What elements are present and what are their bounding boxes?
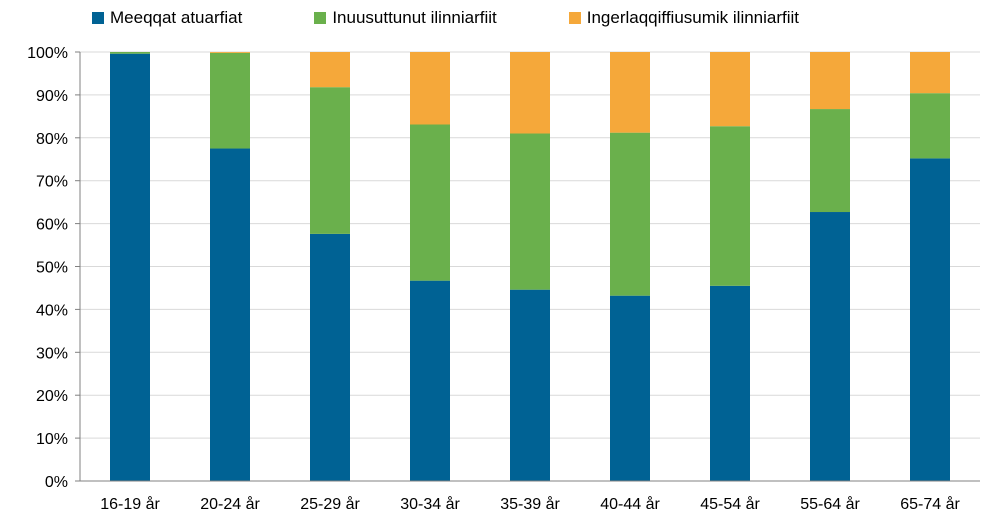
y-tick-label: 70% <box>36 174 68 191</box>
x-tick-label: 35-39 år <box>500 495 560 513</box>
bar-segment-3 <box>510 52 550 134</box>
bar-segment-2 <box>310 87 350 234</box>
bar-segment-1 <box>710 285 750 481</box>
bar-segment-1 <box>210 148 250 481</box>
bar-segment-2 <box>910 93 950 159</box>
x-tick-label: 55-64 år <box>800 495 860 513</box>
bar-segment-1 <box>610 295 650 481</box>
bar-segment-2 <box>510 133 550 290</box>
legend-label: Inuusuttunut ilinniarfiit <box>332 8 497 27</box>
legend-swatch <box>314 12 327 24</box>
bar-segment-2 <box>710 126 750 286</box>
legend-item: Meeqqat atuarfiat <box>92 8 242 28</box>
legend-swatch <box>568 12 581 24</box>
bar-segment-2 <box>210 52 250 149</box>
bar-segment-1 <box>410 280 450 481</box>
bar-segment-3 <box>810 52 850 110</box>
x-tick-label: 40-44 år <box>600 495 660 513</box>
bar-segment-2 <box>610 132 650 296</box>
bar-segment-1 <box>110 53 150 481</box>
bar-segment-2 <box>110 52 150 54</box>
y-tick-label: 60% <box>36 217 68 234</box>
y-tick-label: 40% <box>36 302 68 319</box>
legend-label: Ingerlaqqiffiusumik ilinniarfiit <box>586 8 800 27</box>
bar-segment-2 <box>410 124 450 281</box>
chart-legend: Meeqqat atuarfiat Inuusuttunut ilinniarfi… <box>92 6 799 30</box>
x-tick-label: 25-29 år <box>300 495 360 513</box>
y-tick-label: 90% <box>36 88 68 105</box>
x-tick-label: 20-24 år <box>200 495 260 513</box>
bar-segment-3 <box>710 52 750 127</box>
y-tick-label: 100% <box>27 45 68 62</box>
bar-segment-1 <box>810 212 850 481</box>
x-tick-label: 45-54 år <box>700 495 760 513</box>
y-tick-label: 30% <box>36 345 68 362</box>
bar-segment-3 <box>310 52 350 88</box>
y-tick-label: 0% <box>45 474 68 491</box>
bar-segment-3 <box>210 52 250 53</box>
y-tick-label: 50% <box>36 260 68 277</box>
x-tick-label: 65-74 år <box>900 495 960 513</box>
legend-swatch <box>92 12 104 24</box>
legend-label: Meeqqat atuarfiat <box>110 8 243 27</box>
x-tick-label: 16-19 år <box>100 495 160 513</box>
bar-segment-2 <box>810 109 850 213</box>
bar-segment-3 <box>410 52 450 125</box>
bar-segment-1 <box>910 158 950 481</box>
y-tick-label: 20% <box>36 388 68 405</box>
y-tick-label: 10% <box>36 431 68 448</box>
bar-segment-1 <box>310 233 350 481</box>
bar-segment-1 <box>510 289 550 481</box>
legend-item: Ingerlaqqiffiusumik ilinniarfiit <box>568 8 800 28</box>
legend-item: Inuusuttunut ilinniarfiit <box>314 8 497 28</box>
x-tick-label: 30-34 år <box>400 495 460 513</box>
bar-segment-3 <box>610 52 650 133</box>
y-tick-label: 80% <box>36 131 68 148</box>
bar-segment-3 <box>910 52 950 94</box>
